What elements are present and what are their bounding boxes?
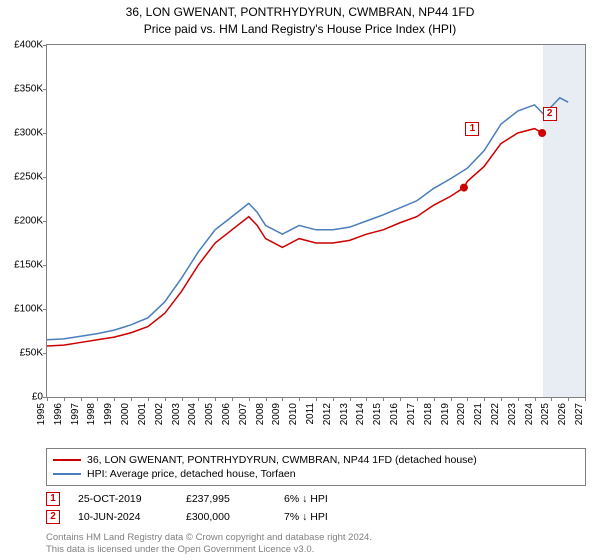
marker-badge-1: 1 bbox=[465, 122, 479, 136]
x-tick-label: 2002 bbox=[154, 403, 165, 425]
x-tick-label: 1995 bbox=[36, 403, 47, 425]
ref-price: £300,000 bbox=[186, 511, 266, 523]
x-tick-label: 1997 bbox=[70, 403, 81, 425]
legend-label: HPI: Average price, detached house, Torf… bbox=[87, 468, 296, 480]
x-tick-label: 2005 bbox=[204, 403, 215, 425]
marker-dot-2 bbox=[538, 129, 546, 137]
series-price_paid bbox=[47, 129, 542, 346]
ref-badge: 1 bbox=[46, 492, 60, 506]
title-line-1: 36, LON GWENANT, PONTRHYDYRUN, CWMBRAN, … bbox=[0, 4, 600, 21]
x-tick-label: 2025 bbox=[540, 403, 551, 425]
ref-row: 2 10-JUN-2024 £300,000 7% ↓ HPI bbox=[46, 508, 586, 526]
footnote: Contains HM Land Registry data © Crown c… bbox=[46, 532, 372, 556]
marker-dot-1 bbox=[460, 184, 468, 192]
x-tick-label: 1998 bbox=[86, 403, 97, 425]
x-tick-label: 2007 bbox=[238, 403, 249, 425]
x-tick-label: 2001 bbox=[137, 403, 148, 425]
ref-badge: 2 bbox=[46, 510, 60, 524]
ref-price: £237,995 bbox=[186, 493, 266, 505]
x-tick-label: 2026 bbox=[557, 403, 568, 425]
x-tick-label: 2000 bbox=[120, 403, 131, 425]
ref-pct: 6% ↓ HPI bbox=[284, 493, 374, 505]
x-tick-label: 2015 bbox=[372, 403, 383, 425]
x-tick-label: 2016 bbox=[389, 403, 400, 425]
chart-area: £0£50K£100K£150K£200K£250K£300K£350K£400… bbox=[46, 44, 586, 414]
chart-svg bbox=[47, 45, 585, 397]
x-tick-label: 2011 bbox=[305, 403, 316, 425]
x-tick-label: 2008 bbox=[254, 403, 265, 425]
plot: £0£50K£100K£150K£200K£250K£300K£350K£400… bbox=[46, 44, 586, 398]
x-tick-label: 2006 bbox=[221, 403, 232, 425]
x-tick-label: 2013 bbox=[339, 403, 350, 425]
legend-swatch bbox=[53, 473, 81, 475]
x-tick-label: 2012 bbox=[322, 403, 333, 425]
legend: 36, LON GWENANT, PONTRHYDYRUN, CWMBRAN, … bbox=[46, 448, 586, 486]
legend-row: HPI: Average price, detached house, Torf… bbox=[53, 467, 579, 481]
x-tick-label: 1996 bbox=[53, 403, 64, 425]
x-tick-label: 2003 bbox=[170, 403, 181, 425]
title-block: 36, LON GWENANT, PONTRHYDYRUN, CWMBRAN, … bbox=[0, 0, 600, 38]
footnote-line-2: This data is licensed under the Open Gov… bbox=[46, 544, 372, 556]
x-tick-label: 2021 bbox=[473, 403, 484, 425]
x-tick-label: 2027 bbox=[574, 403, 585, 425]
reference-table: 1 25-OCT-2019 £237,995 6% ↓ HPI 2 10-JUN-2024… bbox=[46, 490, 586, 526]
x-tick-label: 2004 bbox=[187, 403, 198, 425]
x-tick-label: 2019 bbox=[439, 403, 450, 425]
ref-pct: 7% ↓ HPI bbox=[284, 511, 374, 523]
x-tick-label: 1999 bbox=[103, 403, 114, 425]
x-tick-label: 2020 bbox=[456, 403, 467, 425]
x-tick-label: 2010 bbox=[288, 403, 299, 425]
x-tick-label: 2023 bbox=[507, 403, 518, 425]
x-tick-label: 2009 bbox=[271, 403, 282, 425]
legend-label: 36, LON GWENANT, PONTRHYDYRUN, CWMBRAN, … bbox=[87, 454, 477, 466]
x-tick-label: 2024 bbox=[523, 403, 534, 425]
title-line-2: Price paid vs. HM Land Registry's House … bbox=[0, 21, 600, 38]
chart-container: 36, LON GWENANT, PONTRHYDYRUN, CWMBRAN, … bbox=[0, 0, 600, 560]
x-tick-label: 2018 bbox=[423, 403, 434, 425]
x-tick-label: 2022 bbox=[490, 403, 501, 425]
x-tick-label: 2014 bbox=[355, 403, 366, 425]
ref-date: 25-OCT-2019 bbox=[78, 493, 168, 505]
series-hpi bbox=[47, 98, 568, 340]
ref-date: 10-JUN-2024 bbox=[78, 511, 168, 523]
legend-row: 36, LON GWENANT, PONTRHYDYRUN, CWMBRAN, … bbox=[53, 453, 579, 467]
x-tick-label: 2017 bbox=[406, 403, 417, 425]
legend-swatch bbox=[53, 459, 81, 461]
ref-row: 1 25-OCT-2019 £237,995 6% ↓ HPI bbox=[46, 490, 586, 508]
footnote-line-1: Contains HM Land Registry data © Crown c… bbox=[46, 532, 372, 544]
marker-badge-2: 2 bbox=[543, 107, 557, 121]
